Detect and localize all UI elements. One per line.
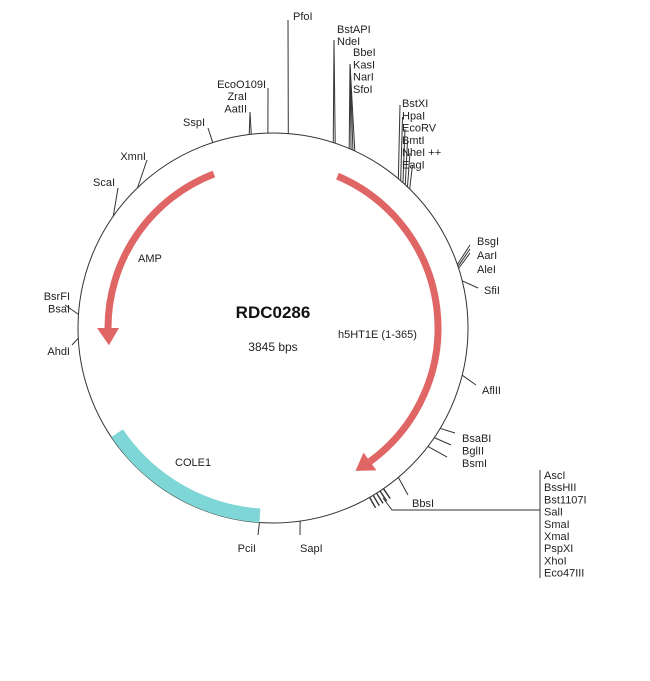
- enzyme-label[interactable]: BsaBI: [462, 433, 491, 445]
- enzyme-label[interactable]: EcoRV: [402, 123, 437, 135]
- enzyme-label[interactable]: BsaI: [48, 304, 70, 316]
- amp-arrow-head: [97, 328, 119, 345]
- enzyme-label[interactable]: Eco47III: [544, 568, 584, 580]
- site-tick-pcii: [258, 523, 259, 535]
- enzyme-label[interactable]: AleI: [477, 264, 496, 276]
- enzyme-label[interactable]: BsrFI: [44, 291, 70, 303]
- enzyme-label[interactable]: ScaI: [93, 177, 115, 189]
- enzyme-label[interactable]: SspI: [183, 117, 205, 129]
- enzyme-label[interactable]: SapI: [300, 543, 323, 555]
- enzyme-label[interactable]: HpaI: [402, 110, 425, 122]
- site-tick-ahdi: [72, 338, 78, 345]
- enzyme-label[interactable]: XhoI: [544, 555, 567, 567]
- enzyme-label[interactable]: BsgI: [477, 236, 499, 248]
- site-tick-bsabi: [440, 428, 455, 433]
- enzyme-label[interactable]: AarI: [477, 250, 497, 262]
- enzyme-label[interactable]: BbsI: [412, 498, 434, 510]
- enzyme-label[interactable]: SfoI: [353, 84, 373, 96]
- enzyme-label[interactable]: NheI ++: [402, 147, 441, 159]
- site-tick-bstxi: [398, 105, 400, 179]
- plasmid-size: 3845 bps: [248, 340, 297, 354]
- enzyme-label[interactable]: PspXI: [544, 543, 573, 555]
- enzyme-label[interactable]: BstXI: [402, 98, 428, 110]
- enzyme-label[interactable]: PciI: [238, 543, 256, 555]
- enzyme-label[interactable]: SfiI: [484, 285, 500, 297]
- site-tick-bstapi: [334, 40, 335, 143]
- site-tick-bsabi: [428, 446, 447, 457]
- feature-label-cole1: COLE1: [175, 457, 211, 469]
- enzyme-label[interactable]: BsmI: [462, 458, 487, 470]
- enzyme-label[interactable]: EcoO109I: [217, 79, 266, 91]
- enzyme-label[interactable]: PfoI: [293, 11, 313, 23]
- enzyme-label[interactable]: Bst1107I: [544, 494, 587, 506]
- enzyme-label[interactable]: AflII: [482, 385, 501, 397]
- enzyme-label[interactable]: NarI: [353, 72, 374, 84]
- enzyme-label[interactable]: SalI: [544, 507, 563, 519]
- enzyme-label[interactable]: AhdI: [47, 346, 70, 358]
- site-tick-bbsi: [398, 477, 408, 495]
- site-tick-zra: [250, 112, 251, 134]
- site-tick-scai: [113, 188, 118, 216]
- enzyme-label[interactable]: XmaI: [544, 531, 570, 543]
- enzyme-label[interactable]: BmtI: [402, 135, 425, 147]
- enzyme-label[interactable]: BbeI: [353, 47, 376, 59]
- h5ht1e-arrow-body: [337, 176, 438, 461]
- site-tick-bsgi: [458, 249, 470, 266]
- enzyme-label[interactable]: EagI: [402, 160, 425, 172]
- feature-label-h5ht1e: h5HT1E (1-365): [338, 329, 417, 341]
- enzyme-label[interactable]: ZraI: [227, 91, 247, 103]
- site-tick-sfii: [462, 281, 478, 288]
- enzyme-label[interactable]: BstAPI: [337, 24, 371, 36]
- site-tick-bsabi: [434, 438, 451, 445]
- mcs-leader-line: [383, 498, 540, 510]
- enzyme-label[interactable]: AscI: [544, 470, 565, 482]
- enzyme-label[interactable]: BssHII: [544, 482, 576, 494]
- enzyme-label[interactable]: BglII: [462, 446, 484, 458]
- plasmid-name: RDC0286: [236, 303, 311, 322]
- enzyme-label[interactable]: KasI: [353, 59, 375, 71]
- enzyme-label[interactable]: XmnI: [120, 151, 146, 163]
- enzyme-label[interactable]: SmaI: [544, 519, 570, 531]
- feature-label-amp: AMP: [138, 253, 162, 265]
- amp-arrow-body: [108, 174, 214, 328]
- cole1-region: [117, 433, 260, 515]
- enzyme-label[interactable]: AatII: [224, 104, 247, 116]
- site-tick-sspi: [208, 128, 213, 143]
- site-tick-aflii: [462, 375, 476, 385]
